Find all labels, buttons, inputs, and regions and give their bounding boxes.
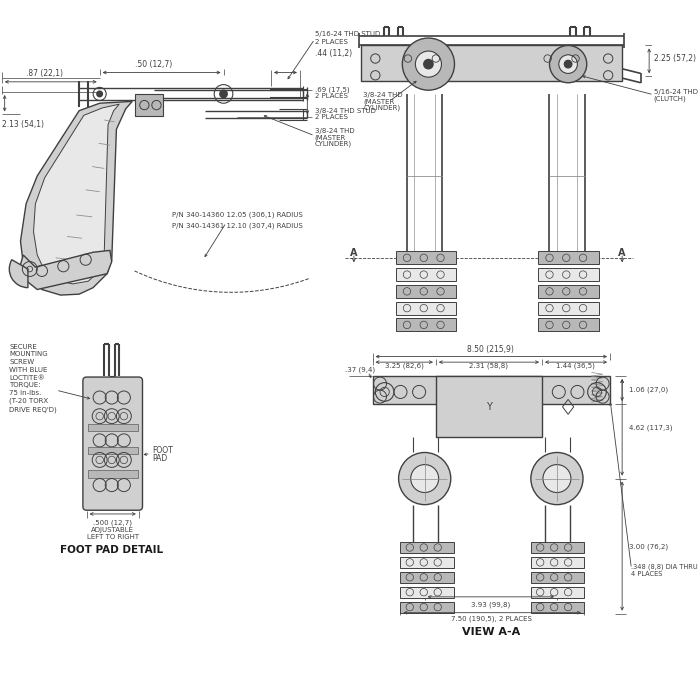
Text: 2 PLACES: 2 PLACES bbox=[315, 93, 348, 99]
Polygon shape bbox=[34, 104, 119, 284]
Bar bbox=[400, 542, 454, 553]
Text: 2 PLACES: 2 PLACES bbox=[315, 114, 348, 120]
Text: FOOT PAD DETAIL: FOOT PAD DETAIL bbox=[60, 545, 163, 555]
Text: 3.25 (82,6): 3.25 (82,6) bbox=[385, 363, 424, 369]
Bar bbox=[400, 586, 454, 598]
Bar bbox=[135, 94, 163, 117]
Text: CYLINDER): CYLINDER) bbox=[315, 141, 352, 148]
Text: 5/16-24 THD: 5/16-24 THD bbox=[654, 89, 698, 95]
Bar bbox=[400, 572, 454, 583]
Bar bbox=[372, 376, 610, 404]
Text: 2 PLACES: 2 PLACES bbox=[315, 39, 348, 44]
Bar bbox=[395, 268, 456, 281]
Text: PAD: PAD bbox=[152, 454, 167, 462]
Bar bbox=[88, 447, 138, 454]
Circle shape bbox=[402, 38, 454, 90]
Bar bbox=[88, 470, 138, 478]
Bar bbox=[531, 586, 584, 598]
Text: LEFT TO RIGHT: LEFT TO RIGHT bbox=[87, 534, 139, 541]
Text: 5/16-24 THD STUD: 5/16-24 THD STUD bbox=[315, 31, 380, 37]
Circle shape bbox=[220, 90, 228, 98]
Circle shape bbox=[559, 55, 578, 73]
Bar bbox=[538, 318, 599, 332]
Text: (CLUTCH): (CLUTCH) bbox=[654, 95, 687, 102]
Text: .37 (9,4): .37 (9,4) bbox=[344, 367, 374, 373]
Text: FOOT: FOOT bbox=[152, 446, 173, 455]
Text: P/N 340-14360 12.05 (306,1) RADIUS: P/N 340-14360 12.05 (306,1) RADIUS bbox=[172, 212, 303, 218]
Text: 3.93 (99,8): 3.93 (99,8) bbox=[471, 601, 510, 607]
Text: A: A bbox=[350, 248, 358, 258]
Text: CYLINDER): CYLINDER) bbox=[363, 104, 400, 111]
Text: (MASTER: (MASTER bbox=[315, 134, 346, 141]
Bar bbox=[395, 285, 456, 298]
Text: .500 (12,7): .500 (12,7) bbox=[93, 519, 132, 526]
Bar bbox=[436, 376, 542, 437]
Circle shape bbox=[564, 61, 572, 68]
Bar bbox=[88, 424, 138, 431]
Wedge shape bbox=[9, 259, 28, 288]
Text: 1.06 (27,0): 1.06 (27,0) bbox=[629, 387, 668, 394]
Text: 7.50 (190,5), 2 PLACES: 7.50 (190,5), 2 PLACES bbox=[452, 616, 532, 623]
Circle shape bbox=[424, 59, 433, 69]
Bar bbox=[531, 601, 584, 613]
Text: 3.00 (76,2): 3.00 (76,2) bbox=[629, 543, 668, 550]
Bar bbox=[538, 268, 599, 281]
Circle shape bbox=[98, 113, 102, 117]
Bar bbox=[395, 251, 456, 264]
Text: ADJUSTABLE: ADJUSTABLE bbox=[91, 527, 134, 532]
Text: 3/8-24 THD STUD: 3/8-24 THD STUD bbox=[315, 108, 376, 114]
Text: (MASTER: (MASTER bbox=[363, 98, 395, 104]
Circle shape bbox=[398, 452, 451, 505]
Text: 2.13 (54,1): 2.13 (54,1) bbox=[2, 120, 44, 129]
Text: .44 (11,2): .44 (11,2) bbox=[315, 49, 352, 59]
Text: 1.44 (36,5): 1.44 (36,5) bbox=[556, 363, 595, 369]
Text: Y: Y bbox=[486, 402, 492, 412]
Text: 2.31 (58,8): 2.31 (58,8) bbox=[470, 363, 508, 369]
Text: 4 PLACES: 4 PLACES bbox=[631, 572, 663, 578]
Bar bbox=[538, 285, 599, 298]
Text: 3/8-24 THD: 3/8-24 THD bbox=[315, 128, 354, 134]
Bar bbox=[538, 251, 599, 264]
Polygon shape bbox=[20, 101, 132, 295]
Text: 8.50 (215,9): 8.50 (215,9) bbox=[468, 344, 514, 354]
Bar bbox=[400, 557, 454, 568]
Bar bbox=[531, 572, 584, 583]
Circle shape bbox=[531, 452, 583, 505]
Text: A: A bbox=[618, 248, 626, 258]
Bar bbox=[395, 318, 456, 332]
Circle shape bbox=[415, 51, 442, 77]
Text: 4.62 (117,3): 4.62 (117,3) bbox=[629, 424, 672, 431]
Bar bbox=[531, 557, 584, 568]
Text: 2.25 (57,2): 2.25 (57,2) bbox=[654, 54, 696, 63]
Text: SECURE
MOUNTING
SCREW
WITH BLUE
LOCTITE®
TORQUE:
75 in-lbs.
(T-20 TORX
DRIVE REQ: SECURE MOUNTING SCREW WITH BLUE LOCTITE®… bbox=[9, 344, 57, 412]
Bar bbox=[395, 301, 456, 315]
Bar bbox=[400, 601, 454, 613]
Circle shape bbox=[550, 45, 587, 83]
Bar bbox=[361, 45, 622, 81]
Text: .69 (17,5): .69 (17,5) bbox=[315, 86, 349, 92]
Circle shape bbox=[543, 464, 571, 493]
Bar bbox=[531, 542, 584, 553]
Circle shape bbox=[411, 464, 439, 493]
FancyBboxPatch shape bbox=[83, 377, 143, 510]
Text: P/N 340-14361 12.10 (307,4) RADIUS: P/N 340-14361 12.10 (307,4) RADIUS bbox=[172, 223, 303, 229]
Text: VIEW A-A: VIEW A-A bbox=[462, 627, 520, 637]
Text: 3/8-24 THD: 3/8-24 THD bbox=[363, 92, 402, 98]
Polygon shape bbox=[20, 250, 112, 290]
Bar bbox=[538, 301, 599, 315]
Text: .348 (8,8) DIA THRU: .348 (8,8) DIA THRU bbox=[631, 563, 698, 570]
Circle shape bbox=[97, 91, 102, 96]
Text: .50 (12,7): .50 (12,7) bbox=[135, 59, 172, 69]
Text: .87 (22,1): .87 (22,1) bbox=[26, 69, 63, 78]
